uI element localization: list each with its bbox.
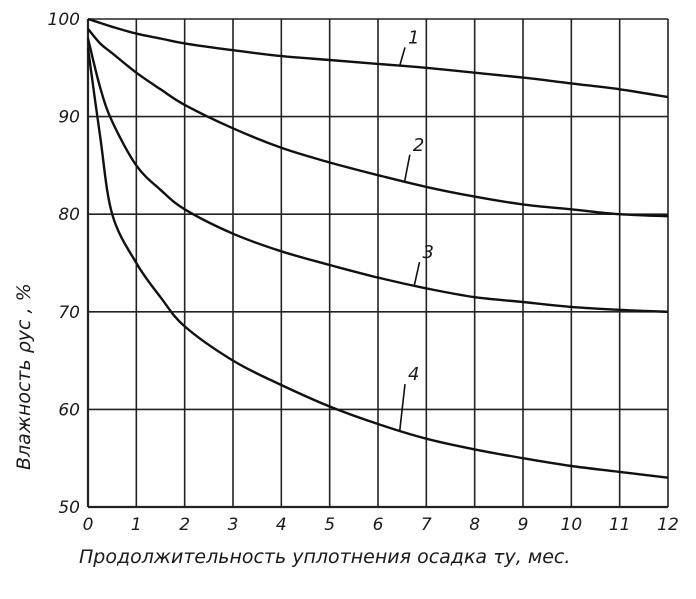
series-label-leader xyxy=(413,261,421,286)
y-tick-labels: 50 60 70 80 90 100 xyxy=(48,10,80,518)
y-tick-label: 100 xyxy=(48,10,80,30)
x-tick-label: 5 xyxy=(324,515,335,535)
x-tick-label: 2 xyxy=(179,515,190,535)
series-line-3 xyxy=(86,38,669,313)
x-tick-label: 0 xyxy=(83,515,94,535)
series-label-1: 1 xyxy=(408,27,419,48)
x-tick-label: 7 xyxy=(421,515,432,535)
series-label-leader xyxy=(398,384,406,431)
y-tick-label: 70 xyxy=(58,303,80,323)
series-line-1 xyxy=(87,17,669,99)
x-tick-label: 9 xyxy=(518,515,529,535)
x-tick-label: 10 xyxy=(561,515,583,535)
series-line-2 xyxy=(87,28,669,218)
y-tick-label: 80 xyxy=(58,205,80,225)
x-tick-label: 8 xyxy=(469,515,480,535)
x-tick-label: 3 xyxy=(228,515,239,535)
series-label-3: 3 xyxy=(423,242,434,263)
series-label-leader xyxy=(403,154,411,182)
series-lines xyxy=(86,17,669,479)
y-axis-label: Влажность ρус , % xyxy=(13,283,35,470)
x-tick-label: 6 xyxy=(373,515,384,535)
y-tick-label: 90 xyxy=(58,108,80,128)
x-tick-label: 11 xyxy=(609,515,631,535)
series-line-4 xyxy=(86,48,669,479)
series-label-2: 2 xyxy=(413,135,424,156)
y-tick-label: 50 xyxy=(58,498,80,518)
x-tick-label: 4 xyxy=(276,515,287,535)
series-label-leader xyxy=(398,47,406,66)
x-axis-label: Продолжительность уплотнения осадка τу, … xyxy=(79,546,570,568)
series-labels: 1 2 3 4 xyxy=(398,27,434,431)
x-tick-label: 1 xyxy=(131,515,142,535)
x-tick-label: 12 xyxy=(657,515,679,535)
x-tick-labels: 0 1 2 3 4 5 6 7 8 9 10 11 12 xyxy=(83,515,679,535)
y-tick-label: 60 xyxy=(58,400,80,420)
grid xyxy=(86,18,669,509)
series-label-4: 4 xyxy=(408,364,419,385)
